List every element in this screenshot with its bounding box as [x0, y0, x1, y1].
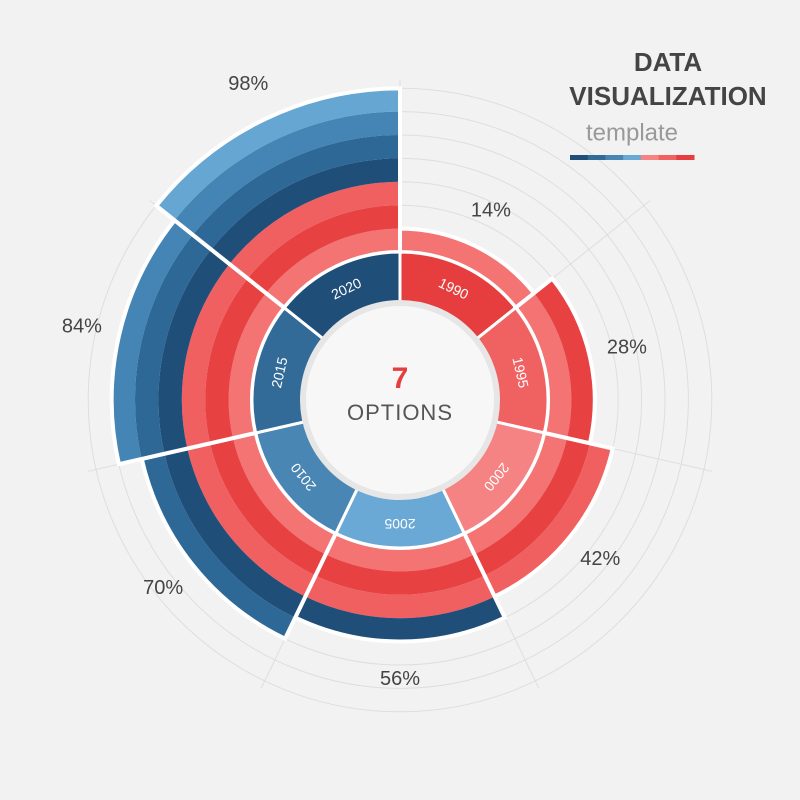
- color-swatch: [640, 155, 660, 160]
- chart-subtitle: template: [586, 119, 678, 146]
- bar-band: [534, 278, 595, 444]
- bar-band: [325, 533, 475, 572]
- bar-band: [210, 438, 326, 576]
- year-label: 1995: [509, 355, 532, 389]
- bar-band: [141, 453, 296, 639]
- bar-band: [400, 228, 534, 308]
- bar-band: [211, 158, 400, 264]
- bar-band: [134, 234, 212, 459]
- value-label: 56%: [380, 668, 420, 690]
- bar-band: [474, 438, 590, 576]
- bar-band: [265, 228, 400, 308]
- bar-band: [247, 205, 400, 294]
- bar-band: [484, 443, 613, 597]
- center-label: OPTIONS: [347, 400, 453, 425]
- bar-band: [164, 448, 306, 618]
- bar-band: [181, 263, 248, 449]
- center-value: 7: [392, 362, 409, 395]
- color-strip: [570, 155, 695, 160]
- bar-band: [192, 135, 400, 250]
- bar-band: [305, 575, 495, 619]
- color-swatch: [605, 155, 624, 160]
- color-swatch: [658, 155, 677, 160]
- value-label: 28%: [607, 336, 647, 358]
- bar-band: [205, 278, 266, 444]
- bar-band: [295, 596, 505, 642]
- bar-band: [315, 554, 485, 595]
- color-swatch: [676, 155, 695, 160]
- bar-band: [111, 220, 193, 465]
- bar-band: [158, 249, 230, 454]
- year-label: 2015: [268, 355, 291, 389]
- chart-title: VISUALIZATION: [569, 81, 766, 111]
- value-label: 98%: [228, 73, 268, 95]
- value-label: 70%: [143, 577, 183, 599]
- bar-band: [515, 293, 572, 439]
- color-swatch: [587, 155, 606, 160]
- center-hole: [300, 300, 500, 500]
- bar-band: [229, 181, 400, 279]
- bar: [153, 86, 402, 311]
- color-swatch: [623, 155, 642, 160]
- bar-band: [174, 111, 400, 235]
- value-label: 42%: [580, 548, 620, 570]
- value-label: 84%: [62, 316, 102, 338]
- bar-band: [187, 443, 316, 597]
- color-swatch: [570, 155, 589, 160]
- value-label: 14%: [471, 200, 511, 222]
- bar-band: [228, 293, 285, 439]
- year-label: 2005: [384, 516, 415, 532]
- chart-title: DATA: [634, 47, 703, 77]
